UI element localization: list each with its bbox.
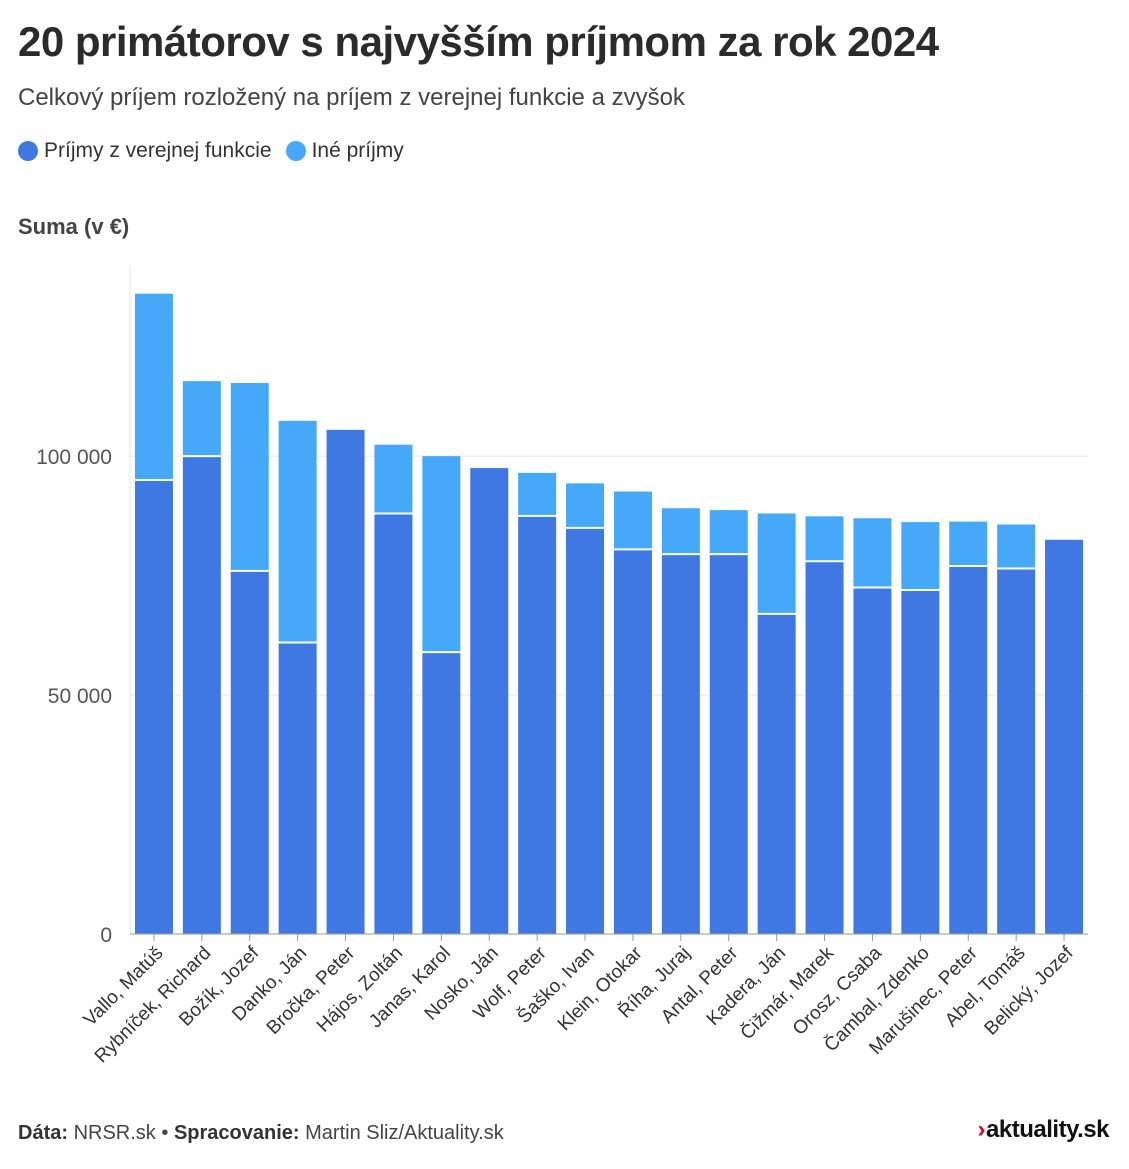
bar-other xyxy=(422,456,461,653)
legend-item-public: Príjmy z verejnej funkcie xyxy=(18,139,272,163)
bar-public xyxy=(949,566,988,934)
y-axis-label: Suma (v €) xyxy=(18,214,130,239)
bar-public xyxy=(182,456,221,934)
bar-other xyxy=(661,508,700,555)
footer-separator: • xyxy=(161,1122,169,1144)
legend-swatch-public xyxy=(18,141,38,161)
bar-public xyxy=(278,642,317,934)
bar-other xyxy=(901,522,940,590)
bar-other xyxy=(230,383,269,571)
bar-other xyxy=(518,472,557,516)
bar-public xyxy=(422,652,461,934)
logo-mark: › xyxy=(977,1116,986,1143)
y-tick-label: 100 000 xyxy=(36,446,112,469)
bar-public xyxy=(757,613,796,934)
bar-public xyxy=(566,527,605,934)
legend-item-other: Iné príjmy xyxy=(285,139,404,163)
bar-public xyxy=(134,480,173,934)
bar-other xyxy=(374,444,413,514)
legend-label-other: Iné príjmy xyxy=(311,139,404,162)
bar-other xyxy=(709,510,748,555)
bar-other xyxy=(853,518,892,588)
footer-credits: Dáta: NRSR.sk • Spracovanie: Martin Sliz… xyxy=(18,1122,504,1145)
bar-other xyxy=(949,521,988,567)
bar-public xyxy=(709,554,748,934)
bar-public xyxy=(661,554,700,934)
bar-public xyxy=(997,568,1036,934)
bar-public xyxy=(326,429,365,934)
bar-other xyxy=(997,524,1036,569)
bar-public xyxy=(230,570,269,934)
bar-public xyxy=(518,515,557,934)
bar-other xyxy=(134,293,173,481)
bar-other xyxy=(805,516,844,562)
bar-public xyxy=(470,468,509,934)
bar-other xyxy=(757,513,796,614)
bar-other xyxy=(182,381,221,457)
legend: Príjmy z verejnej funkcie Iné príjmy xyxy=(18,139,418,163)
legend-swatch-other xyxy=(285,141,306,161)
chart-title: 20 primátorov s najvyšším príjmom za rok… xyxy=(18,18,939,65)
bar-public xyxy=(901,589,940,934)
y-tick-label: 0 xyxy=(100,924,112,947)
legend-label-public: Príjmy z verejnej funkcie xyxy=(44,139,272,162)
bar-public xyxy=(613,549,652,934)
bar-public xyxy=(374,513,413,934)
bar-other xyxy=(566,483,605,528)
footer-processing-label: Spracovanie: xyxy=(173,1122,300,1144)
logo-text: aktuality.sk xyxy=(986,1116,1109,1143)
footer-data-value: NRSR.sk xyxy=(73,1122,156,1144)
bar-public xyxy=(853,587,892,934)
bar-other xyxy=(613,491,652,550)
bar-public xyxy=(1045,539,1084,934)
bar-other xyxy=(278,420,317,643)
y-tick-label: 50 000 xyxy=(48,685,112,708)
footer-data-label: Dáta: xyxy=(18,1122,69,1144)
aktuality-logo: ›aktuality.sk xyxy=(977,1116,1110,1144)
chart-subtitle: Celkový príjem rozložený na príjem z ver… xyxy=(18,84,685,111)
bar-public xyxy=(805,561,844,934)
footer-processing-value: Martin Sliz/Aktuality.sk xyxy=(305,1122,504,1144)
